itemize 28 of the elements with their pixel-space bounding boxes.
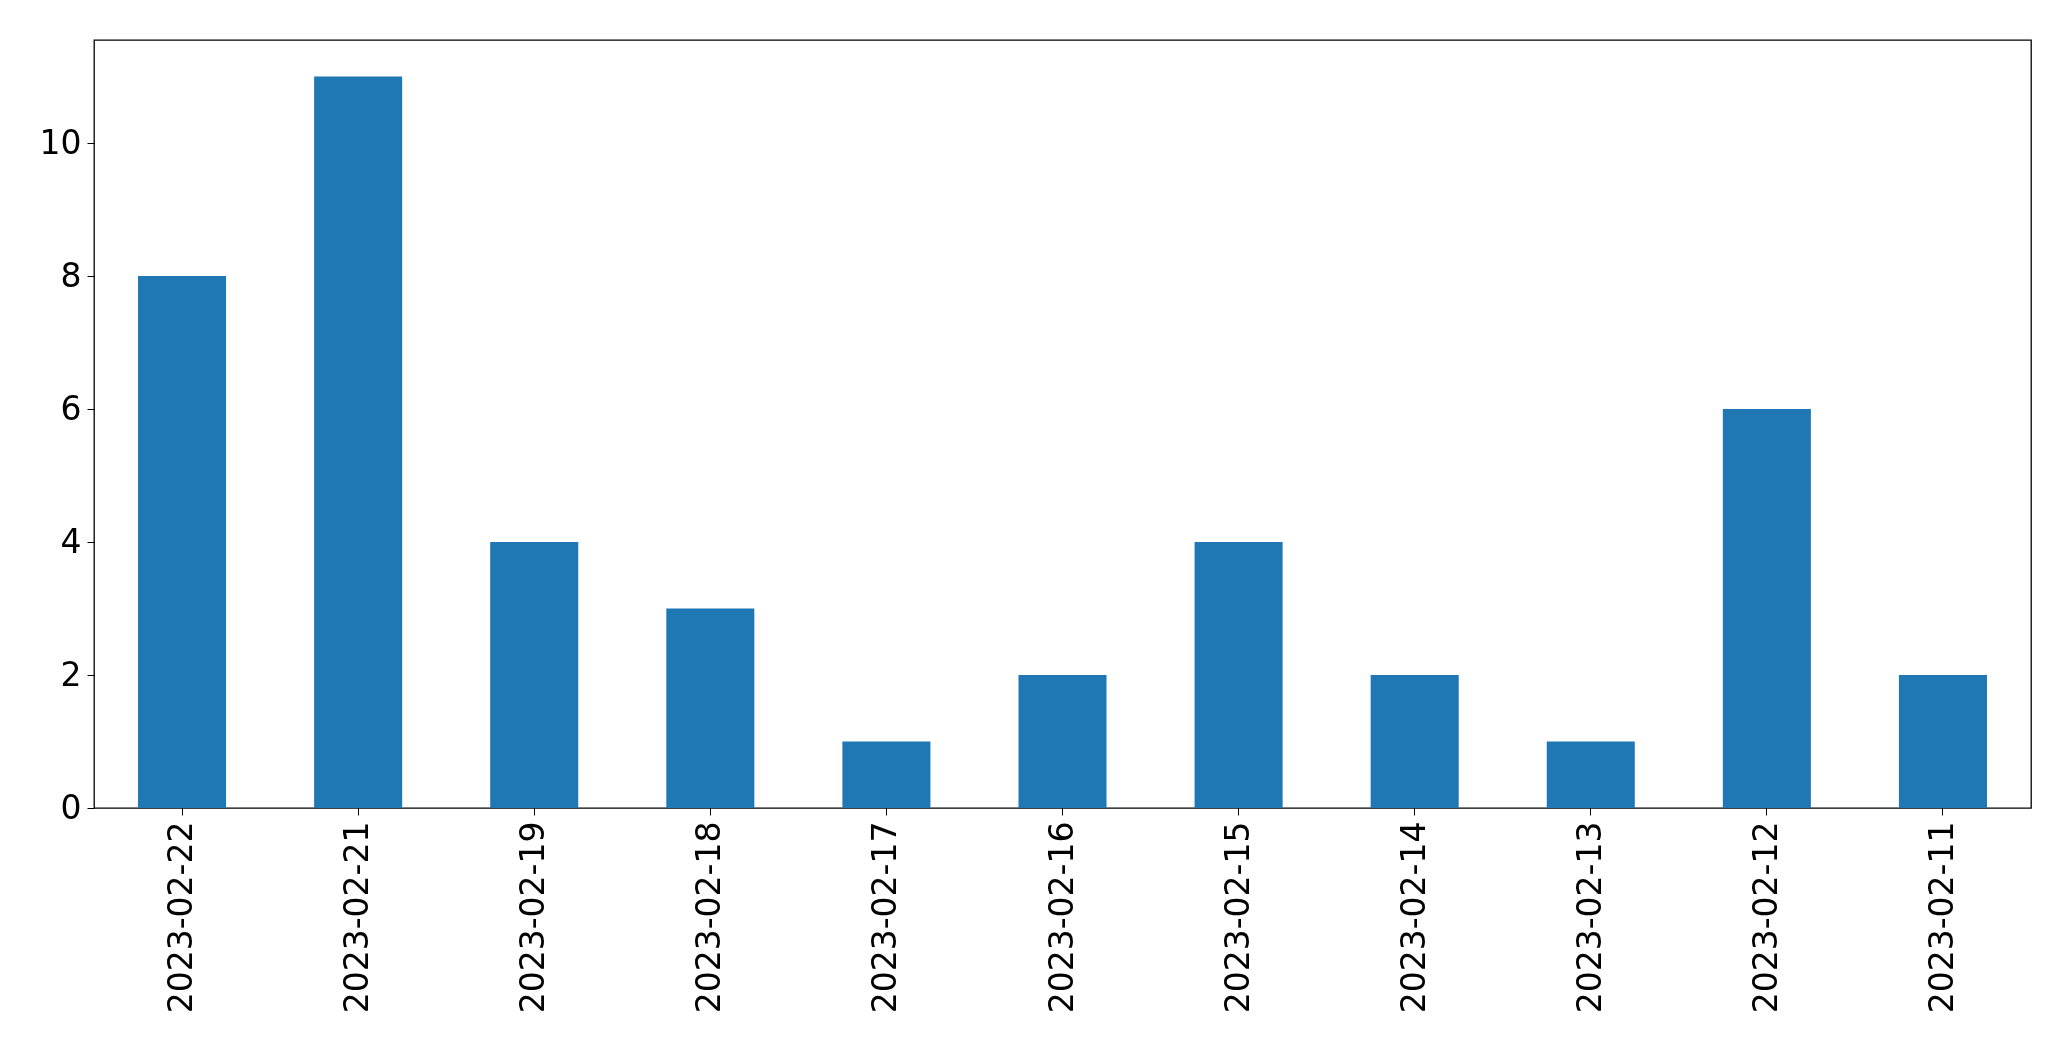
- bar: [1370, 675, 1459, 808]
- bar: [1722, 409, 1811, 808]
- x-tick-label: 2023-02-12: [1745, 821, 1785, 1014]
- bar: [138, 276, 227, 808]
- y-tick-label: 2: [60, 654, 82, 694]
- x-tick-label: 2023-02-18: [689, 821, 729, 1014]
- x-tick-label: 2023-02-13: [1569, 821, 1609, 1014]
- bar: [1194, 542, 1283, 808]
- bar: [1546, 741, 1635, 808]
- y-tick-label: 0: [60, 787, 82, 827]
- bar: [314, 76, 403, 808]
- bar: [666, 608, 755, 808]
- y-tick-label: 6: [60, 388, 82, 428]
- x-tick-label: 2023-02-21: [337, 821, 377, 1014]
- bar: [842, 741, 931, 808]
- y-tick-label: 10: [39, 122, 82, 162]
- bar: [1018, 675, 1107, 808]
- x-tick-label: 2023-02-15: [1217, 821, 1257, 1014]
- bar: [1898, 675, 1987, 808]
- x-tick-label: 2023-02-14: [1393, 821, 1433, 1014]
- y-tick-label: 4: [60, 521, 82, 561]
- x-tick-label: 2023-02-22: [161, 821, 201, 1014]
- x-tick-label: 2023-02-11: [1921, 821, 1961, 1014]
- x-tick-label: 2023-02-17: [865, 821, 905, 1014]
- bar: [490, 542, 579, 808]
- x-tick-label: 2023-02-16: [1041, 821, 1081, 1014]
- y-tick-label: 8: [60, 255, 82, 295]
- x-tick-label: 2023-02-19: [513, 821, 553, 1014]
